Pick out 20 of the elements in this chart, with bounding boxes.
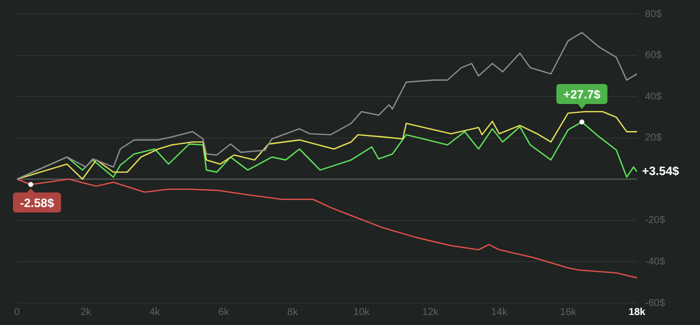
x-tick-label: 14k [491, 306, 508, 318]
x-tick-label: 10k [353, 306, 371, 318]
x-tick-label: 6k [218, 306, 230, 318]
annotation: -2.58$ [20, 196, 54, 210]
x-tick-label: 18k [628, 306, 646, 318]
x-tick-label: 2k [80, 306, 92, 318]
x-tick-label: 0 [14, 306, 20, 318]
y-tick-label: -60$ [645, 298, 666, 309]
x-tick-label: 8k [287, 306, 299, 318]
y-tick-label: 60$ [645, 50, 662, 62]
y-tick-label: -20$ [645, 215, 666, 226]
x-tick-label: 16k [560, 306, 578, 318]
x-tick-label: 4k [149, 306, 162, 318]
y-tick-label: 40$ [645, 91, 662, 102]
y-tick-label: 20$ [645, 132, 662, 144]
annotation: +3.54$ [642, 164, 680, 178]
y-tick-label: 80$ [645, 8, 662, 20]
x-tick-label: 12k [422, 306, 440, 318]
y-tick-label: -40$ [645, 256, 666, 268]
annotation: +27.7$ [563, 87, 601, 102]
